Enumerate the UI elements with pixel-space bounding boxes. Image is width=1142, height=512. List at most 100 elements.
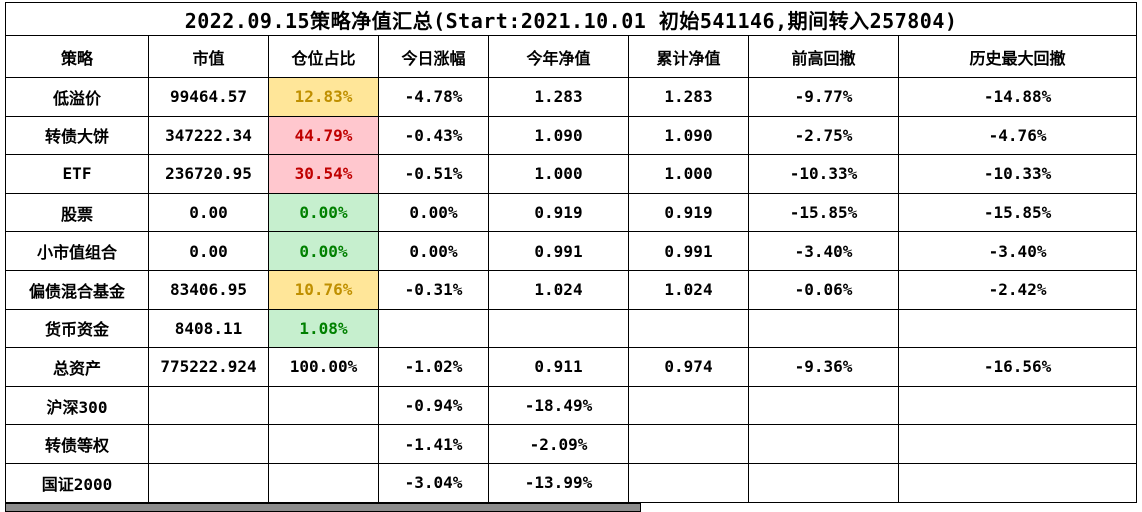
table-row-pianzhai-hunhe: 偏债混合基金 83406.95 10.76% -0.31% 1.024 1.02… <box>5 269 1138 310</box>
cell-cum-nav: 1.000 <box>628 154 749 194</box>
strategy-summary-sheet: 2022.09.15策略净值汇总(Start:2021.10.01 初始5411… <box>4 2 1138 512</box>
cell-market-value: 0.00 <box>148 231 269 271</box>
cell-today-change: -1.02% <box>378 347 489 387</box>
cell-max-drawdown <box>897 424 1138 464</box>
cell-max-drawdown: -14.88% <box>897 77 1138 117</box>
cell-strategy: 小市值组合 <box>5 231 149 271</box>
cell-cum-nav: 0.974 <box>628 347 749 387</box>
cell-drawdown-from-high <box>748 424 899 464</box>
cell-drawdown-from-high <box>748 462 899 503</box>
cell-strategy: 沪深300 <box>5 385 149 426</box>
cell-today-change <box>378 308 489 349</box>
cell-drawdown-from-high: -15.85% <box>748 192 899 233</box>
cell-drawdown-from-high <box>748 308 899 349</box>
col-header-today-change: 今日涨幅 <box>378 35 489 78</box>
table-row-etf: ETF 236720.95 30.54% -0.51% 1.000 1.000 … <box>5 154 1138 194</box>
cell-strategy: 偏债混合基金 <box>5 269 149 310</box>
cell-ytd-nav: -18.49% <box>488 385 629 426</box>
title-row: 2022.09.15策略净值汇总(Start:2021.10.01 初始5411… <box>4 2 1138 36</box>
col-header-cum-nav: 累计净值 <box>628 35 749 78</box>
cell-today-change: -3.04% <box>378 462 489 503</box>
cell-max-drawdown: -3.40% <box>897 231 1138 271</box>
table-row-zhuanzhai-dabing: 转债大饼 347222.34 44.79% -0.43% 1.090 1.090… <box>5 115 1138 156</box>
cell-max-drawdown <box>897 462 1138 503</box>
strategy-summary-table: 2022.09.15策略净值汇总(Start:2021.10.01 初始5411… <box>4 2 1138 503</box>
cell-today-change: -1.41% <box>378 424 489 464</box>
cell-position: 100.00% <box>268 347 379 387</box>
col-header-ytd-nav: 今年净值 <box>488 35 629 78</box>
cell-position: 10.76% <box>268 269 379 310</box>
col-header-market-value: 市值 <box>148 35 269 78</box>
cell-market-value: 775222.924 <box>148 347 269 387</box>
table-row-zhuanzhai-dengquan: 转债等权 -1.41% -2.09% <box>5 424 1138 464</box>
cell-max-drawdown: -4.76% <box>897 115 1138 156</box>
table-row-diyijia: 低溢价 99464.57 12.83% -4.78% 1.283 1.283 -… <box>5 77 1138 117</box>
cell-today-change: 0.00% <box>378 231 489 271</box>
table-row-zongzichan: 总资产 775222.924 100.00% -1.02% 0.911 0.97… <box>5 347 1138 387</box>
cell-position: 30.54% <box>268 154 379 194</box>
cell-ytd-nav: 1.024 <box>488 269 629 310</box>
cell-today-change: -0.51% <box>378 154 489 194</box>
table-row-xiaoshizhi: 小市值组合 0.00 0.00% 0.00% 0.991 0.991 -3.40… <box>5 231 1138 271</box>
cell-today-change: -0.94% <box>378 385 489 426</box>
cell-max-drawdown <box>897 308 1138 349</box>
cell-market-value: 0.00 <box>148 192 269 233</box>
cell-cum-nav: 0.919 <box>628 192 749 233</box>
cell-strategy: ETF <box>5 154 149 194</box>
cell-position: 12.83% <box>268 77 379 117</box>
cell-market-value <box>148 462 269 503</box>
cell-cum-nav <box>628 385 749 426</box>
col-header-position: 仓位占比 <box>268 35 379 78</box>
cell-ytd-nav <box>488 308 629 349</box>
cell-today-change: -0.43% <box>378 115 489 156</box>
table-row-huobi-zijin: 货币资金 8408.11 1.08% <box>5 308 1138 349</box>
cell-position: 1.08% <box>268 308 379 349</box>
cell-cum-nav: 1.090 <box>628 115 749 156</box>
page-title: 2022.09.15策略净值汇总(Start:2021.10.01 初始5411… <box>4 2 1138 36</box>
cell-max-drawdown: -2.42% <box>897 269 1138 310</box>
cell-strategy: 转债等权 <box>5 424 149 464</box>
cell-max-drawdown: -10.33% <box>897 154 1138 194</box>
cell-max-drawdown: -16.56% <box>897 347 1138 387</box>
table-row-guozheng2000: 国证2000 -3.04% -13.99% <box>5 462 1138 503</box>
cell-strategy: 国证2000 <box>5 462 149 503</box>
cell-position <box>268 424 379 464</box>
cell-strategy: 货币资金 <box>5 308 149 349</box>
cell-market-value <box>148 385 269 426</box>
cell-position <box>268 385 379 426</box>
header-row: 策略 市值 仓位占比 今日涨幅 今年净值 累计净值 前高回撤 历史最大回撤 <box>5 35 1138 78</box>
cell-today-change: -4.78% <box>378 77 489 117</box>
cell-strategy: 转债大饼 <box>5 115 149 156</box>
cell-cum-nav: 1.283 <box>628 77 749 117</box>
cell-ytd-nav: 0.919 <box>488 192 629 233</box>
cell-max-drawdown: -15.85% <box>897 192 1138 233</box>
cell-position: 0.00% <box>268 192 379 233</box>
cell-market-value: 99464.57 <box>148 77 269 117</box>
cell-today-change: 0.00% <box>378 192 489 233</box>
cell-market-value: 8408.11 <box>148 308 269 349</box>
cell-market-value: 83406.95 <box>148 269 269 310</box>
table-row-hushen300: 沪深300 -0.94% -18.49% <box>5 385 1138 426</box>
cell-drawdown-from-high <box>748 385 899 426</box>
cell-ytd-nav: -13.99% <box>488 462 629 503</box>
cell-drawdown-from-high: -10.33% <box>748 154 899 194</box>
cell-position: 44.79% <box>268 115 379 156</box>
cell-drawdown-from-high: -2.75% <box>748 115 899 156</box>
cell-ytd-nav: 0.911 <box>488 347 629 387</box>
table-row-gupiao: 股票 0.00 0.00% 0.00% 0.919 0.919 -15.85% … <box>5 192 1138 233</box>
cell-today-change: -0.31% <box>378 269 489 310</box>
col-header-drawdown-from-high: 前高回撤 <box>748 35 899 78</box>
cell-market-value: 236720.95 <box>148 154 269 194</box>
cell-market-value <box>148 424 269 464</box>
cell-market-value: 347222.34 <box>148 115 269 156</box>
cell-max-drawdown <box>897 385 1138 426</box>
cell-strategy: 总资产 <box>5 347 149 387</box>
cell-cum-nav <box>628 462 749 503</box>
cell-ytd-nav: 1.283 <box>488 77 629 117</box>
cell-drawdown-from-high: -0.06% <box>748 269 899 310</box>
cell-ytd-nav: 1.090 <box>488 115 629 156</box>
cell-cum-nav <box>628 424 749 464</box>
cell-drawdown-from-high: -3.40% <box>748 231 899 271</box>
cell-ytd-nav: 1.000 <box>488 154 629 194</box>
cell-strategy: 股票 <box>5 192 149 233</box>
